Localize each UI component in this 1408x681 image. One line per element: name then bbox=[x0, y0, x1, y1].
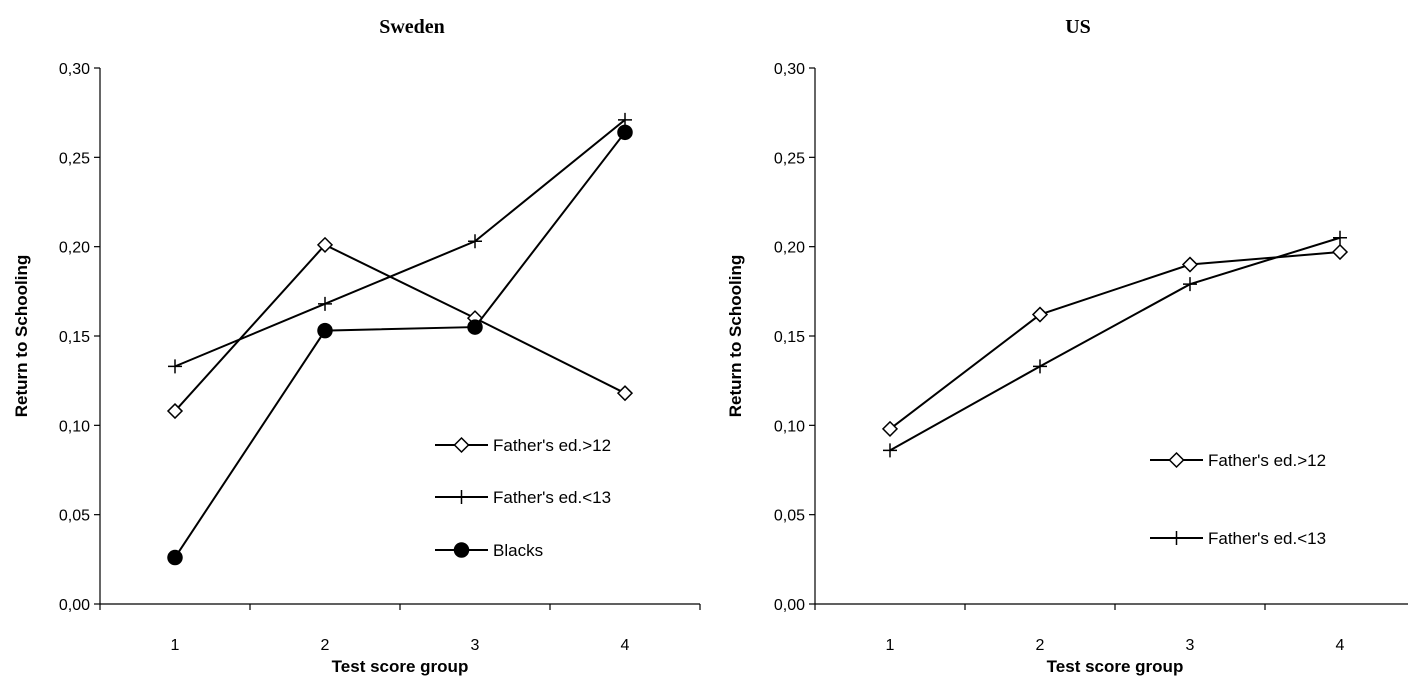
us-series-father-s-ed-13-line bbox=[889, 236, 1341, 452]
sweden-y-tick-label: 0,30 bbox=[59, 61, 90, 78]
us-x-tick-label: 2 bbox=[1036, 637, 1045, 654]
sweden-x-tick-label: 4 bbox=[621, 637, 630, 654]
sweden-series-father-s-ed-13-point bbox=[168, 359, 182, 374]
sweden-x-tick-label: 1 bbox=[171, 637, 180, 654]
us-chart-title: US bbox=[1065, 16, 1091, 38]
us-series-father-s-ed-12-point bbox=[1331, 243, 1349, 261]
sweden-y-tick-label: 0,25 bbox=[59, 150, 90, 167]
us-series-father-s-ed-13-legend-label: Father's ed.<13 bbox=[1208, 529, 1326, 548]
sweden-y-axis-label: Return to Schooling bbox=[12, 255, 31, 417]
us-y-tick-label: 0,15 bbox=[774, 329, 805, 346]
sweden-y-tick-label: 0,20 bbox=[59, 240, 90, 257]
us-y-tick-label: 0,10 bbox=[774, 418, 805, 435]
us-series-father-s-ed-12-point bbox=[881, 420, 899, 437]
sweden-series-father-s-ed-13-line bbox=[174, 119, 626, 368]
sweden-series-father-s-ed-13-legend-marker bbox=[454, 490, 469, 504]
sweden-series-father-s-ed-12-point bbox=[616, 385, 634, 402]
sweden-x-tick-label: 3 bbox=[471, 637, 480, 654]
sweden-y-tick-label: 0,15 bbox=[59, 329, 90, 346]
us-x-tick-label: 3 bbox=[1186, 637, 1195, 654]
us-chart-panel: US 0,00 0,05 0,10 0,15 0,20 0,25 0,30 1 2 3 4 Test s… bbox=[726, 16, 1408, 676]
us-series-father-s-ed-13-point bbox=[1183, 277, 1197, 292]
sweden-x-axis-label: Test score group bbox=[332, 657, 469, 676]
sweden-series-father-s-ed-13-point bbox=[468, 234, 482, 249]
sweden-series-father-s-ed-12-legend-label: Father's ed.>12 bbox=[493, 436, 611, 455]
us-x-axis-label: Test score group bbox=[1047, 657, 1184, 676]
us-y-tick-label: 0,30 bbox=[774, 61, 805, 78]
sweden-y-tick-label: 0,10 bbox=[59, 418, 90, 435]
sweden-series-blacks-legend-marker bbox=[453, 542, 470, 558]
sweden-series-blacks-point bbox=[317, 322, 333, 339]
us-series-father-s-ed-12-legend-label: Father's ed.>12 bbox=[1208, 451, 1326, 470]
sweden-series-blacks-legend-label: Blacks bbox=[493, 541, 543, 560]
us-series-father-s-ed-12-point bbox=[1031, 306, 1049, 323]
us-series-father-s-ed-13-legend-marker bbox=[1169, 531, 1184, 545]
sweden-series-father-s-ed-13-point bbox=[618, 112, 632, 127]
us-series-father-s-ed-13-point bbox=[1033, 359, 1047, 374]
sweden-series-blacks-point bbox=[467, 319, 483, 335]
us-x-tick-label: 1 bbox=[886, 637, 895, 654]
sweden-series-father-s-ed-12-point bbox=[316, 236, 334, 253]
us-series-father-s-ed-12-legend-marker bbox=[1168, 451, 1185, 469]
sweden-series-father-s-ed-12-legend-marker bbox=[453, 436, 470, 454]
us-y-axis-label: Return to Schooling bbox=[726, 255, 745, 417]
us-y-tick-label: 0,20 bbox=[774, 240, 805, 257]
sweden-series-father-s-ed-12-point bbox=[166, 402, 184, 420]
sweden-y-tick-label: 0,00 bbox=[59, 597, 90, 614]
us-y-tick-label: 0,00 bbox=[774, 597, 805, 614]
us-y-tick-label: 0,05 bbox=[774, 508, 805, 525]
us-x-tick-label: 4 bbox=[1336, 637, 1345, 654]
us-series-father-s-ed-12-line bbox=[889, 251, 1341, 430]
sweden-series-blacks-point bbox=[167, 549, 183, 566]
sweden-series-father-s-ed-12-line bbox=[174, 243, 626, 412]
sweden-series-blacks-point bbox=[617, 124, 633, 141]
us-series-father-s-ed-12-point bbox=[1181, 256, 1199, 273]
sweden-series-father-s-ed-13-legend-label: Father's ed.<13 bbox=[493, 488, 611, 507]
sweden-y-tick-label: 0,05 bbox=[59, 508, 90, 525]
us-series-father-s-ed-13-point bbox=[1333, 230, 1347, 245]
sweden-series-blacks-line bbox=[174, 131, 626, 559]
us-series-father-s-ed-13-point bbox=[883, 443, 897, 458]
sweden-x-tick-label: 2 bbox=[321, 637, 330, 654]
sweden-chart-panel: Sweden 0,00 0,05 0,10 0,15 0,20 0,25 0,30 1 2 3 4 Te… bbox=[12, 16, 701, 676]
us-y-tick-label: 0,25 bbox=[774, 150, 805, 167]
sweden-series-father-s-ed-13-point bbox=[318, 296, 332, 311]
sweden-chart-title: Sweden bbox=[379, 16, 445, 38]
